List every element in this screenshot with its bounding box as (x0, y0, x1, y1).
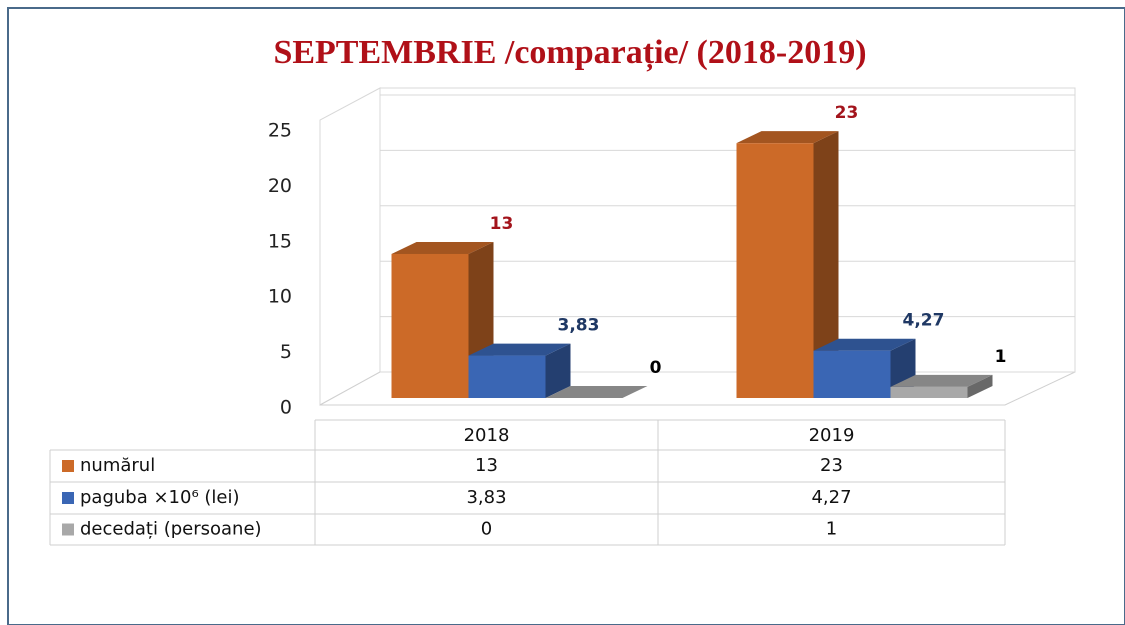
table-cell: 0 (481, 519, 492, 540)
table-cell: 4,27 (811, 487, 851, 508)
bar-side (813, 131, 839, 398)
legend-label: paguba ×10⁶ (lei) (80, 487, 240, 508)
y-tick-label: 15 (268, 230, 292, 252)
data-label: 3,83 (558, 316, 600, 336)
legend-swatch (62, 492, 74, 504)
side-wall (319, 87, 381, 406)
legend-label: decedați (persoane) (80, 519, 262, 540)
x-tick-label: 2019 (809, 425, 855, 446)
legend-swatch (62, 460, 74, 472)
bar-top (890, 374, 993, 387)
y-tick-label: 20 (268, 175, 292, 197)
bar-top (468, 343, 571, 356)
bar (468, 355, 546, 398)
y-tick-label: 5 (280, 341, 292, 363)
table-cell: 13 (475, 455, 498, 476)
bar-top (545, 386, 648, 398)
y-tick-label: 25 (268, 120, 292, 142)
x-tick-label: 2018 (464, 425, 510, 446)
data-label: 0 (650, 358, 662, 378)
bar-side (967, 374, 993, 398)
table-cell: 1 (826, 519, 837, 540)
y-tick-label: 10 (268, 286, 292, 308)
table-cell: 23 (820, 455, 843, 476)
bar-top (736, 131, 839, 144)
bar-top (813, 338, 916, 351)
legend-swatch (62, 523, 74, 536)
data-label: 4,27 (903, 311, 945, 331)
table-cell: 3,83 (466, 487, 506, 508)
legend-label: numărul (80, 455, 155, 476)
bar (813, 350, 891, 398)
bar (391, 253, 469, 398)
chart-title: SEPTEMBRIE /comparație/ (2018-2019) (273, 34, 866, 72)
y-tick-label: 0 (280, 397, 292, 419)
bar (736, 143, 814, 398)
bar-side (545, 343, 571, 398)
data-label: 13 (490, 214, 514, 234)
data-label: 23 (835, 103, 859, 123)
data-label: 1 (995, 347, 1007, 367)
bar-top (391, 241, 494, 254)
bar (890, 386, 968, 398)
